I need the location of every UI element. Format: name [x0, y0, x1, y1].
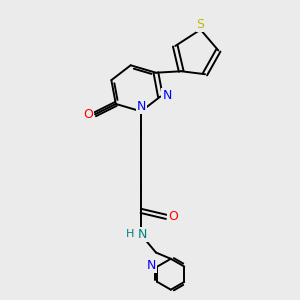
Text: O: O [83, 108, 93, 121]
Text: H: H [126, 229, 134, 238]
Text: S: S [196, 18, 205, 31]
Text: N: N [162, 88, 172, 101]
Text: N: N [137, 100, 146, 112]
Text: N: N [147, 259, 156, 272]
Text: N: N [138, 228, 148, 241]
Text: O: O [168, 210, 178, 224]
